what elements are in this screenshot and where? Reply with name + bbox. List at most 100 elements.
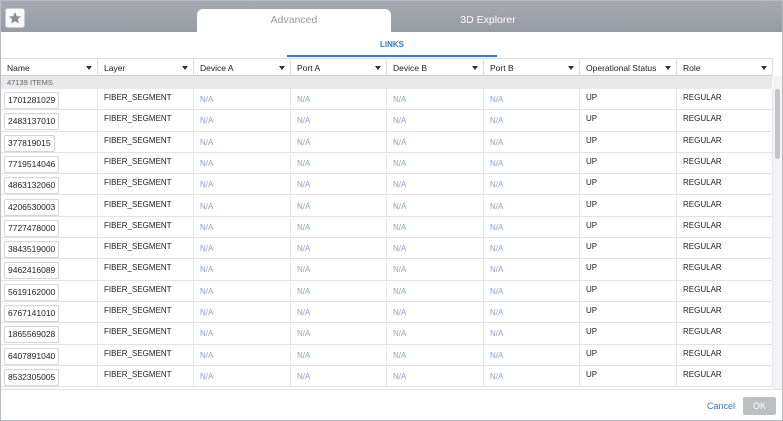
table-row[interactable]: 1865569028 FIBER_SEGMENT N/A N/A N/A N/A UP REG… xyxy=(1,323,773,345)
name-field[interactable]: 7727478000 xyxy=(4,219,60,237)
table-row[interactable]: 3843519000 FIBER_SEGMENT N/A N/A N/A N/A UP REG… xyxy=(1,238,773,260)
empty-value: N/A xyxy=(484,110,580,132)
column-header[interactable]: Operational Status xyxy=(580,58,677,76)
name-cell: 1701281029 xyxy=(1,89,98,110)
cell-value: REGULAR xyxy=(677,280,773,302)
tab[interactable]: 3D Explorer xyxy=(460,14,516,26)
column-header[interactable]: Device A xyxy=(194,58,291,76)
name-cell: 6407891040 xyxy=(1,344,98,366)
table-row[interactable]: 1701281029 FIBER_SEGMENT N/A N/A N/A N/A UP REG… xyxy=(1,89,773,111)
column-header[interactable]: Device B xyxy=(387,58,484,76)
favorite-button[interactable] xyxy=(5,8,25,28)
cell-value: REGULAR xyxy=(677,152,773,174)
table-row[interactable]: 4863132060 FIBER_SEGMENT N/A N/A N/A N/A UP REG… xyxy=(1,174,773,196)
sort-arrow[interactable] xyxy=(761,66,767,70)
table-row[interactable]: 4206530003 FIBER_SEGMENT N/A N/A N/A N/A UP REG… xyxy=(1,195,773,217)
cell-value: FIBER_SEGMENT xyxy=(98,174,194,196)
empty-value: N/A xyxy=(194,89,291,110)
column-label: Role xyxy=(683,63,701,73)
empty-value: N/A xyxy=(387,110,484,132)
sort-arrow[interactable] xyxy=(375,66,381,70)
empty-value: N/A xyxy=(194,216,291,238)
name-field[interactable]: 2483137010 xyxy=(4,113,60,131)
tab[interactable]: Advanced xyxy=(197,9,391,32)
empty-value: N/A xyxy=(387,174,484,196)
tab-bar xyxy=(1,1,782,32)
table-row[interactable]: 7719514046 FIBER_SEGMENT N/A N/A N/A N/A UP REG… xyxy=(1,152,773,175)
name-field[interactable]: 6407891040 xyxy=(4,347,60,365)
star-icon xyxy=(9,12,21,24)
empty-value: N/A xyxy=(387,238,484,260)
table-row[interactable]: 6767141010 FIBER_SEGMENT N/A N/A N/A N/A UP REG… xyxy=(1,302,773,324)
table-row[interactable]: 377819015 FIBER_SEGMENT N/A N/A N/A N/A UP REGU… xyxy=(1,131,773,153)
empty-value: N/A xyxy=(291,280,387,302)
cell-value: UP xyxy=(580,302,677,323)
scrollbar[interactable] xyxy=(773,76,782,389)
column-header[interactable]: Role xyxy=(677,58,773,76)
empty-value: N/A xyxy=(484,259,580,281)
ok-button[interactable]: OK xyxy=(743,397,776,415)
empty-value: N/A xyxy=(194,110,291,132)
name-field[interactable]: 5619162000 xyxy=(4,283,60,301)
name-field[interactable]: 1701281029 xyxy=(4,92,60,109)
empty-value: N/A xyxy=(291,110,387,132)
name-field[interactable]: 1865569028 xyxy=(4,326,60,344)
table-row[interactable]: 7727478000 FIBER_SEGMENT N/A N/A N/A N/A UP REG… xyxy=(1,216,773,239)
cell-value: UP xyxy=(580,280,677,302)
empty-value: N/A xyxy=(387,89,484,110)
name-field[interactable]: 8532305005 xyxy=(4,368,60,386)
name-field[interactable]: 4206530003 xyxy=(4,198,60,216)
sort-arrow[interactable] xyxy=(279,66,285,70)
scrollbar-thumb[interactable] xyxy=(775,89,780,159)
empty-value: N/A xyxy=(194,280,291,302)
empty-value: N/A xyxy=(387,302,484,323)
subtab[interactable]: LINKS xyxy=(287,37,497,57)
empty-value: N/A xyxy=(194,131,291,153)
column-header[interactable]: Layer xyxy=(98,58,194,76)
name-field[interactable]: 377819015 xyxy=(4,134,55,152)
empty-value: N/A xyxy=(484,280,580,302)
empty-value: N/A xyxy=(387,365,484,387)
table-row[interactable]: 6407891040 FIBER_SEGMENT N/A N/A N/A N/A UP REG… xyxy=(1,344,773,366)
empty-value: N/A xyxy=(484,365,580,387)
cell-value: REGULAR xyxy=(677,110,773,132)
table-row[interactable]: 2483137010 FIBER_SEGMENT N/A N/A N/A N/A UP REG… xyxy=(1,110,773,132)
table-row[interactable]: 8532305005 FIBER_SEGMENT N/A N/A N/A N/A UP REG… xyxy=(1,365,773,388)
empty-value: N/A xyxy=(291,89,387,110)
cell-value: FIBER_SEGMENT xyxy=(98,110,194,132)
name-field[interactable]: 3843519000 xyxy=(4,241,60,259)
empty-value: N/A xyxy=(291,174,387,196)
cancel-button[interactable]: Cancel xyxy=(706,401,735,411)
sort-arrow[interactable] xyxy=(182,66,188,70)
empty-value: N/A xyxy=(387,131,484,153)
sort-arrow[interactable] xyxy=(86,66,92,70)
cell-value: FIBER_SEGMENT xyxy=(98,259,194,281)
column-label: Port B xyxy=(490,63,514,73)
name-field[interactable]: 6767141010 xyxy=(4,305,60,322)
name-field[interactable]: 4863132060 xyxy=(4,177,60,195)
cell-value: UP xyxy=(580,89,677,110)
name-field[interactable]: 9462416089 xyxy=(4,262,60,280)
column-header[interactable]: Port A xyxy=(291,58,387,76)
sort-arrow[interactable] xyxy=(665,66,671,70)
cell-value: UP xyxy=(580,174,677,196)
cell-value: UP xyxy=(580,259,677,281)
empty-value: N/A xyxy=(484,195,580,217)
sort-arrow[interactable] xyxy=(472,66,478,70)
empty-value: N/A xyxy=(194,323,291,345)
cell-value: FIBER_SEGMENT xyxy=(98,195,194,217)
empty-value: N/A xyxy=(484,302,580,323)
cell-value: UP xyxy=(580,216,677,238)
name-field[interactable]: 7719514046 xyxy=(4,155,60,173)
cell-value: REGULAR xyxy=(677,238,773,260)
name-cell: 9462416089 xyxy=(1,259,98,281)
column-header[interactable]: Name xyxy=(1,58,98,76)
sort-arrow[interactable] xyxy=(568,66,574,70)
column-header[interactable]: Port B xyxy=(484,58,580,76)
name-cell: 6767141010 xyxy=(1,302,98,323)
empty-value: N/A xyxy=(484,152,580,174)
table-row[interactable]: 9462416089 FIBER_SEGMENT N/A N/A N/A N/A UP REG… xyxy=(1,259,773,281)
empty-value: N/A xyxy=(291,152,387,174)
table-row[interactable]: 5619162000 FIBER_SEGMENT N/A N/A N/A N/A UP REG… xyxy=(1,280,773,302)
